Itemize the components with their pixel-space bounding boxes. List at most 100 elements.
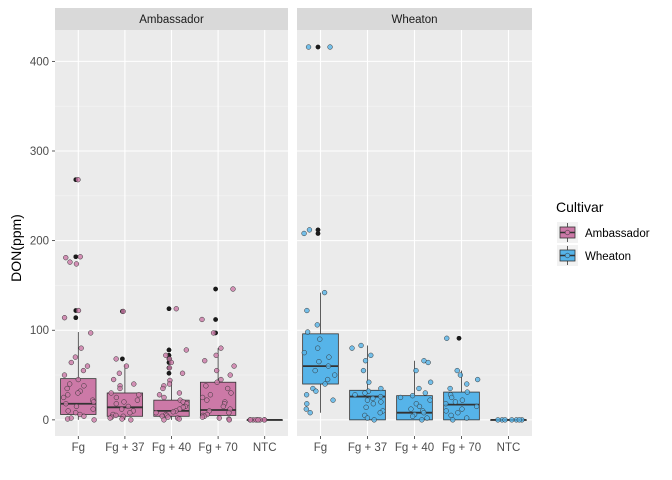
data-point bbox=[119, 416, 125, 422]
box-wheaton-5 bbox=[490, 417, 527, 423]
data-point bbox=[450, 417, 456, 423]
data-point bbox=[303, 406, 309, 412]
data-point bbox=[173, 306, 179, 312]
data-point bbox=[204, 397, 210, 403]
data-point bbox=[165, 414, 171, 420]
data-point bbox=[156, 392, 163, 398]
data-point bbox=[67, 381, 73, 387]
data-point bbox=[107, 415, 113, 421]
outlier-point bbox=[73, 254, 79, 260]
data-point bbox=[203, 383, 209, 389]
data-point bbox=[210, 330, 217, 336]
data-point bbox=[448, 394, 455, 401]
data-point bbox=[317, 336, 323, 342]
x-tick-label: Fg + 40 bbox=[152, 442, 191, 454]
data-point bbox=[108, 390, 114, 396]
data-point bbox=[123, 363, 130, 369]
data-point bbox=[304, 329, 311, 335]
data-point bbox=[136, 392, 142, 398]
data-point bbox=[110, 376, 117, 383]
data-point bbox=[454, 367, 460, 374]
data-point bbox=[419, 417, 425, 423]
legend-point bbox=[564, 252, 571, 259]
legend-label: Ambassador bbox=[585, 228, 650, 240]
box-ambassador-5 bbox=[246, 417, 283, 423]
facet-strip bbox=[297, 8, 532, 30]
data-point bbox=[247, 417, 254, 423]
data-point bbox=[427, 397, 433, 403]
data-point bbox=[301, 230, 307, 237]
data-point bbox=[303, 392, 310, 398]
data-point bbox=[422, 390, 428, 396]
data-point bbox=[352, 392, 358, 398]
data-point bbox=[332, 372, 338, 378]
data-point bbox=[326, 354, 332, 360]
data-point bbox=[67, 259, 73, 265]
data-point bbox=[161, 394, 167, 401]
legend-key-wheaton: Wheaton bbox=[557, 245, 631, 266]
data-point bbox=[176, 416, 182, 422]
data-point bbox=[127, 410, 133, 416]
outlier-point bbox=[213, 286, 218, 292]
data-point bbox=[77, 254, 83, 260]
data-point bbox=[457, 372, 464, 378]
data-point bbox=[116, 370, 123, 376]
data-point bbox=[75, 390, 81, 396]
data-point bbox=[312, 367, 318, 374]
facet-panel-wheaton: Wheaton Fg Fg + 37 Fg + 40 Fg + 70 NTC bbox=[297, 8, 532, 454]
data-point bbox=[315, 345, 321, 351]
data-point bbox=[473, 403, 480, 410]
data-point bbox=[73, 403, 80, 410]
data-point bbox=[509, 417, 515, 423]
data-point bbox=[72, 354, 79, 360]
data-point bbox=[358, 342, 364, 349]
data-point bbox=[64, 385, 70, 392]
data-point bbox=[220, 403, 226, 410]
data-point bbox=[416, 403, 423, 410]
data-point bbox=[377, 410, 383, 416]
box-body bbox=[153, 399, 190, 417]
data-point bbox=[207, 392, 214, 398]
y-tick-label: 400 bbox=[30, 56, 49, 68]
data-point bbox=[65, 408, 71, 414]
data-point bbox=[81, 413, 87, 419]
x-tick-label: Fg bbox=[72, 442, 85, 454]
data-point bbox=[363, 404, 369, 410]
legend-title: Cultivar bbox=[556, 199, 604, 215]
box-wheaton-1 bbox=[301, 44, 339, 416]
data-point bbox=[78, 345, 84, 351]
data-point bbox=[301, 349, 307, 356]
data-point bbox=[377, 393, 384, 400]
data-point bbox=[73, 261, 80, 267]
data-point bbox=[362, 390, 368, 396]
data-point bbox=[90, 406, 96, 412]
outlier-point bbox=[166, 347, 172, 353]
data-point bbox=[443, 401, 449, 407]
x-tick-label: Fg + 40 bbox=[395, 442, 434, 454]
y-axis-label: DON(ppm) bbox=[8, 214, 24, 282]
data-point bbox=[75, 376, 81, 383]
data-point bbox=[113, 412, 119, 419]
data-point bbox=[161, 417, 167, 423]
data-point bbox=[64, 416, 71, 422]
data-point bbox=[397, 394, 404, 401]
data-point bbox=[464, 415, 470, 421]
outlier-point bbox=[456, 336, 462, 341]
outlier-point bbox=[315, 227, 321, 233]
data-point bbox=[427, 379, 434, 385]
box-wheaton-4 bbox=[443, 335, 481, 423]
data-point bbox=[63, 401, 69, 407]
box-ambassador-4 bbox=[199, 286, 237, 423]
data-point bbox=[255, 417, 261, 423]
data-point bbox=[304, 307, 310, 314]
outlier-point bbox=[120, 356, 125, 362]
data-point bbox=[199, 414, 206, 420]
data-point bbox=[88, 330, 94, 336]
data-point bbox=[113, 401, 119, 407]
data-point bbox=[218, 345, 224, 351]
data-point bbox=[452, 399, 459, 405]
data-point bbox=[305, 44, 312, 50]
data-point bbox=[330, 397, 336, 403]
data-point bbox=[183, 347, 189, 353]
